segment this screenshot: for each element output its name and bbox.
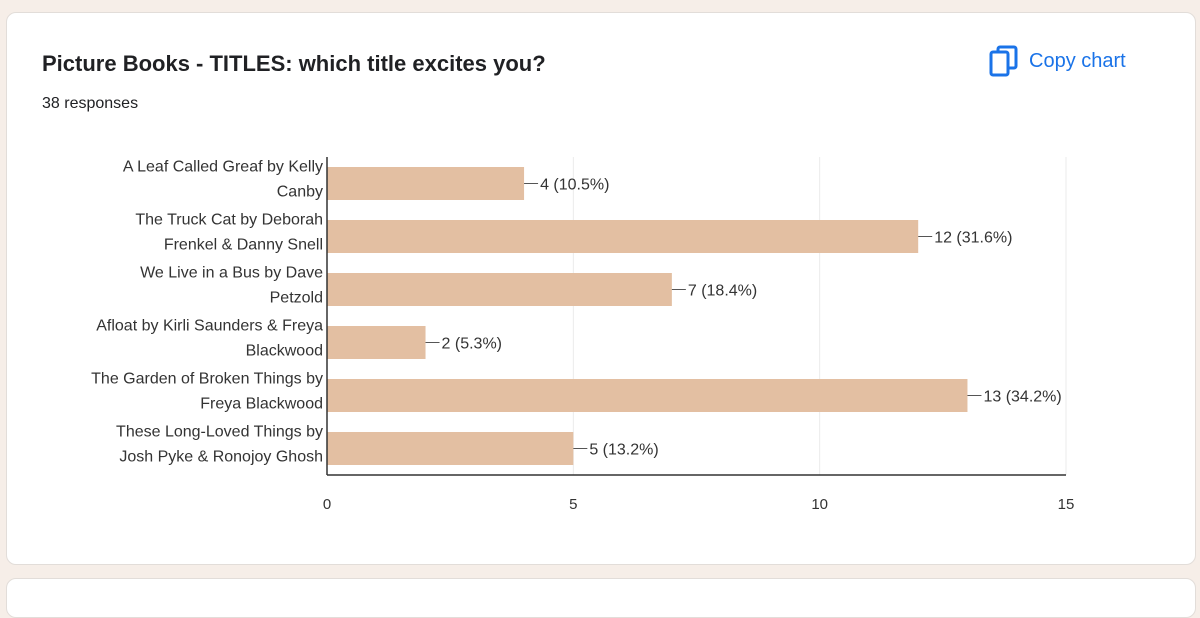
data-label: 4 (10.5%) (540, 177, 609, 194)
category-label: Canby (277, 184, 323, 201)
bar (327, 220, 919, 253)
x-tick-label: 0 (323, 496, 331, 513)
bar (327, 379, 968, 412)
response-count: 38 responses (42, 95, 139, 112)
data-label: 7 (18.4%) (688, 283, 757, 300)
bar-chart: 0 5 10 15 4 (10.5%) A Leaf Called Greaf by Ke… (91, 157, 1075, 513)
category-label: Petzold (270, 290, 323, 307)
data-label: 5 (13.2%) (589, 442, 658, 459)
x-tick-label: 15 (1058, 496, 1075, 513)
x-tick-label: 5 (569, 496, 577, 513)
next-question-card (6, 578, 1196, 618)
category-label: Afloat by Kirli Saunders & Freya (96, 318, 323, 335)
data-label: 2 (5.3%) (442, 336, 502, 353)
category-label: Frenkel & Danny Snell (164, 237, 323, 254)
data-label: 13 (34.2%) (983, 389, 1061, 406)
bar (327, 273, 672, 306)
copy-chart-button[interactable]: Copy chart (989, 43, 1126, 79)
data-label: 12 (31.6%) (934, 230, 1012, 247)
category-label: A Leaf Called Greaf by Kelly (123, 159, 323, 176)
bar (327, 326, 426, 359)
category-label: Freya Blackwood (200, 396, 323, 413)
category-label: We Live in a Bus by Dave (140, 265, 323, 282)
chart-title: Picture Books - TITLES: which title exci… (42, 51, 546, 76)
copy-icon (989, 44, 1019, 78)
x-tick-label: 10 (811, 496, 828, 513)
question-card: Picture Books - TITLES: which title exci… (6, 12, 1196, 565)
bar (327, 432, 574, 465)
category-label: Josh Pyke & Ronojoy Ghosh (119, 449, 323, 466)
category-label: These Long-Loved Things by (116, 424, 323, 441)
category-label: Blackwood (246, 343, 323, 360)
bar (327, 167, 525, 200)
category-label: The Garden of Broken Things by (91, 371, 323, 388)
category-label: The Truck Cat by Deborah (135, 212, 323, 229)
copy-chart-label: Copy chart (1029, 49, 1126, 72)
